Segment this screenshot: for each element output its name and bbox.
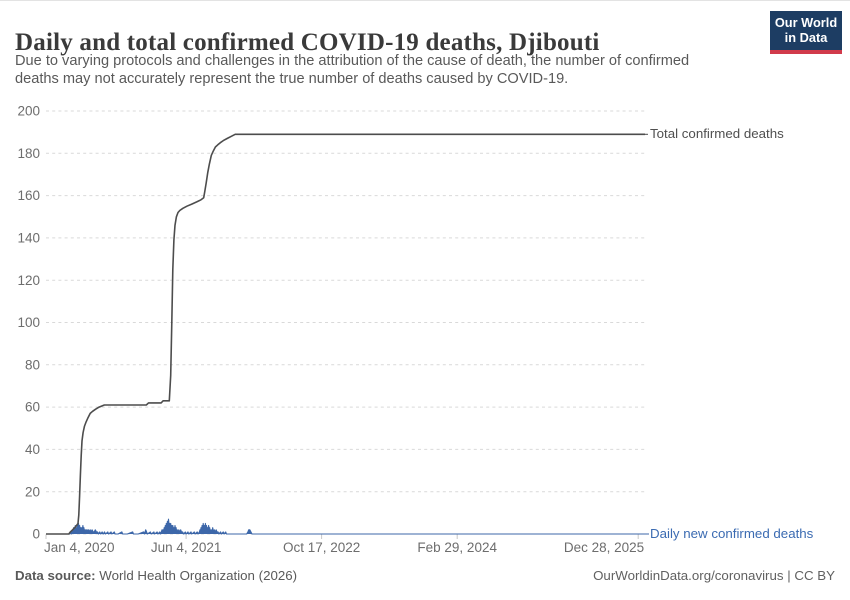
footer-datasource: Data source: World Health Organization (… [15, 568, 297, 583]
x-tick-label: Jan 4, 2020 [44, 540, 115, 555]
x-tick-label: Oct 17, 2022 [283, 540, 360, 555]
daily-new-deaths-series[interactable] [46, 518, 645, 535]
y-tick-label: 180 [17, 146, 40, 161]
total-series-label: Total confirmed deaths [650, 126, 784, 141]
y-tick-label: 40 [25, 442, 40, 457]
y-tick-label: 80 [25, 357, 40, 372]
owid-logo-line-2: in Data [784, 29, 828, 45]
y-tick-label: 200 [17, 104, 40, 119]
page-title: Daily and total confirmed COVID-19 death… [15, 28, 600, 56]
total-deaths-series[interactable] [46, 133, 645, 535]
footer-datasource-label: Data source: [15, 568, 96, 583]
chart-footer: Data source: World Health Organization (… [15, 568, 835, 583]
y-tick-label: 100 [17, 315, 40, 330]
chart-subtitle: Due to varying protocols and challenges … [15, 53, 735, 88]
y-tick-label: 0 [32, 527, 40, 542]
y-tick-label: 140 [17, 231, 40, 246]
y-tick-label: 160 [17, 188, 40, 203]
x-tick-label: Jun 4, 2021 [151, 540, 222, 555]
subtitle-line-2: deaths may not accurately represent the … [15, 70, 569, 87]
y-tick-label: 20 [25, 484, 40, 499]
footer-datasource-value: World Health Organization (2026) [95, 568, 298, 583]
owid-logo: Our World in Data [770, 11, 842, 54]
x-tick-label: Feb 29, 2024 [417, 540, 497, 555]
y-tick-label: 60 [25, 400, 40, 415]
footer-license-link[interactable]: OurWorldinData.org/coronavirus | CC BY [593, 568, 835, 583]
subtitle-line-1: Due to varying protocols and challenges … [15, 53, 690, 69]
y-tick-label: 120 [17, 273, 40, 288]
owid-logo-line-1: Our World [774, 15, 838, 30]
x-tick-label: Dec 28, 2025 [564, 540, 644, 555]
daily-series-label: Daily new confirmed deaths [650, 526, 814, 541]
